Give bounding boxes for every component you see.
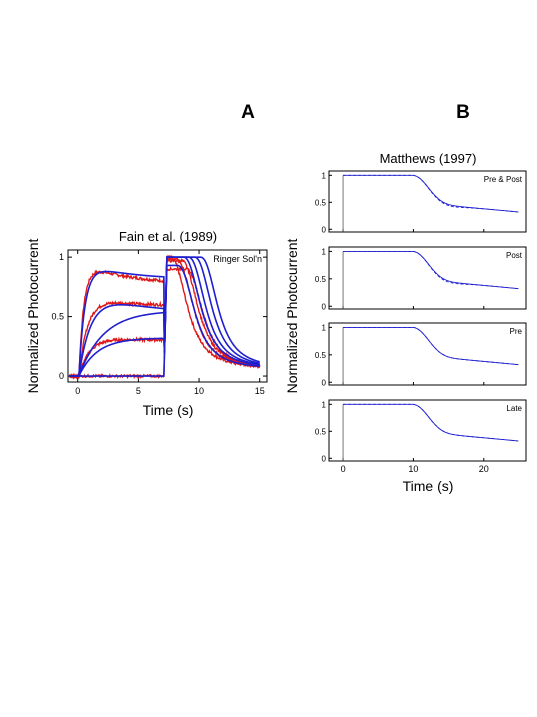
panel-a-xtick-label: 0 — [75, 386, 80, 396]
panel-letter-a: A — [241, 102, 255, 123]
panel-b-series-line-dashed — [343, 403, 519, 442]
panel-b-ytick-label: 1 — [322, 323, 327, 332]
panel-a-xlabel: Time (s) — [143, 402, 194, 418]
panel-b-series-line — [343, 174, 519, 213]
panel-b-ytick-label: 0 — [322, 302, 327, 311]
panel-b-series-line — [343, 403, 519, 442]
panel-b-ytick-label: 0.5 — [315, 275, 327, 284]
panel-b-xtick-label: 10 — [408, 464, 418, 474]
panel-b-ytick-label: 0.5 — [315, 198, 327, 207]
panel-b-series-line — [343, 326, 519, 366]
panel-b-subplot-1: 0 0.5 1 Pre & Post — [315, 170, 527, 234]
panel-a-ytick-label: 0.5 — [51, 312, 64, 322]
panel-a-series-line-9 — [69, 264, 260, 377]
panel-b-series-line-dashed — [343, 326, 519, 366]
panel-a-xtick-label: 15 — [255, 386, 265, 396]
panel-b-frame — [328, 170, 527, 233]
panel-letter-b: B — [456, 102, 470, 123]
panel-b-title: Matthews (1997) — [380, 151, 477, 166]
panel-b-ytick-label: 0 — [322, 378, 327, 387]
panel-b-subplot-label: Post — [506, 251, 523, 260]
panel-b-series-line-dashed — [343, 250, 519, 290]
panel-b-ytick-label: 1 — [322, 247, 327, 256]
panel-b-xtick-label: 0 — [341, 464, 346, 474]
panel-a-chart: Fain et al. (1989) Normalized Photocurre… — [25, 229, 268, 418]
panel-a-annotation: Ringer Sol'n — [213, 254, 262, 264]
panel-b-chart: Matthews (1997) Normalized Photocurrent … — [284, 151, 527, 494]
panel-b-subplot-label: Late — [506, 404, 522, 413]
panel-a-xtick-label: 5 — [136, 386, 141, 396]
panel-a-frame — [67, 249, 268, 383]
panel-b-series-line — [343, 250, 519, 290]
panel-b-subplot-2: 0 0.5 1 Post — [315, 246, 527, 311]
panel-b-subplot-label: Pre — [510, 327, 523, 336]
panel-b-ytick-label: 1 — [322, 171, 327, 180]
panel-b-frame — [328, 246, 527, 310]
panel-a-axes: 0 5 10 15 0 0.5 1 — [51, 249, 268, 396]
panel-a-series — [68, 254, 261, 380]
panel-b-ytick-label: 0 — [322, 225, 327, 234]
panel-b-ylabel: Normalized Photocurrent — [284, 238, 300, 393]
panel-b-subplot-label: Pre & Post — [484, 175, 523, 184]
panel-b-ytick-label: 0.5 — [315, 427, 327, 436]
panel-b-ytick-label: 0.5 — [315, 351, 327, 360]
panel-b-xtick-label: 20 — [479, 464, 489, 474]
panel-a-ylabel: Normalized Photocurrent — [25, 238, 41, 393]
panel-a-ytick-label: 1 — [59, 252, 64, 262]
panel-a-ytick-label: 0 — [59, 371, 64, 381]
panel-a-title: Fain et al. (1989) — [119, 229, 217, 244]
panel-b-xlabel: Time (s) — [403, 478, 454, 494]
panel-b-subplot-3: 0 0.5 1 Pre — [315, 322, 527, 387]
panel-b-frame — [328, 322, 527, 386]
panel-b-ytick-label: 0 — [322, 454, 327, 463]
panel-b-ytick-label: 1 — [322, 400, 327, 409]
panel-a-xtick-label: 10 — [194, 386, 204, 396]
panel-b-frame — [328, 399, 527, 462]
